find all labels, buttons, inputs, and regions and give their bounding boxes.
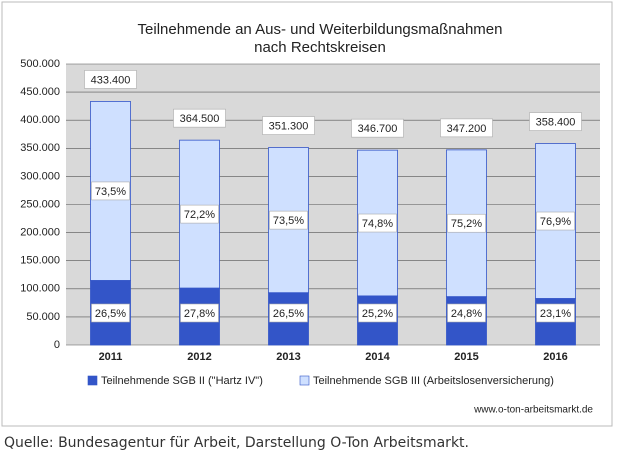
y-tick-label: 150.000 <box>20 255 60 267</box>
legend-swatch <box>87 375 98 386</box>
share-label-box <box>358 213 397 233</box>
y-tick-label: 50.000 <box>26 311 60 323</box>
share-label: 76,9% <box>540 216 571 228</box>
chart-subtitle: nach Rechtskreisen <box>254 39 386 56</box>
legend-swatch <box>299 375 310 386</box>
y-tick-label: 0 <box>54 339 60 351</box>
share-label: 26,5% <box>273 308 304 320</box>
share-label-box <box>447 213 486 233</box>
total-label: 433.400 <box>91 74 131 86</box>
share-label: 23,1% <box>540 308 571 320</box>
share-label: 27,8% <box>184 308 215 320</box>
share-label-box <box>180 303 219 323</box>
share-label: 24,8% <box>451 308 482 320</box>
x-tick-label: 2014 <box>365 351 390 363</box>
y-tick-label: 250.000 <box>20 198 60 210</box>
share-label-box <box>536 303 575 323</box>
total-label-box <box>440 118 493 138</box>
x-tick-label: 2011 <box>99 351 123 363</box>
total-label: 347.200 <box>447 123 487 135</box>
legend-label: Teilnehmende SGB III (Arbeitslosenversic… <box>313 375 554 387</box>
total-label-box <box>351 118 404 138</box>
share-label: 25,2% <box>362 308 393 320</box>
caption: Quelle: Bundesagentur für Arbeit, Darste… <box>4 435 469 451</box>
total-label-box <box>84 70 137 89</box>
x-tick-label: 2012 <box>187 351 211 363</box>
share-label-box <box>358 303 397 323</box>
total-label: 351.300 <box>269 120 309 132</box>
share-label: 73,5% <box>273 215 304 227</box>
share-label-box <box>91 181 130 201</box>
y-tick-label: 400.000 <box>20 114 60 126</box>
share-label-box <box>536 211 575 231</box>
y-tick-label: 350.000 <box>20 142 60 154</box>
share-label: 74,8% <box>362 218 393 230</box>
x-tick-label: 2015 <box>454 351 478 363</box>
y-tick-label: 450.000 <box>20 86 60 98</box>
y-tick-label: 100.000 <box>20 283 60 295</box>
y-tick-label: 500.000 <box>20 58 60 70</box>
share-label-box <box>91 303 130 323</box>
x-tick-label: 2013 <box>276 351 300 363</box>
total-label: 364.500 <box>180 113 220 125</box>
chart-title: Teilnehmende an Aus- und Weiterbildungsm… <box>138 21 503 38</box>
share-label: 72,2% <box>184 209 215 221</box>
legend-label: Teilnehmende SGB II ("Hartz IV") <box>101 375 263 387</box>
x-tick-label: 2016 <box>543 351 567 363</box>
share-label-box <box>180 204 219 224</box>
share-label: 26,5% <box>95 308 126 320</box>
total-label-box <box>173 108 226 128</box>
y-tick-label: 200.000 <box>20 227 60 239</box>
y-tick-label: 300.000 <box>20 170 60 182</box>
total-label: 346.700 <box>358 123 398 135</box>
total-label: 358.400 <box>536 116 576 128</box>
share-label: 73,5% <box>95 186 126 198</box>
chart: Teilnehmende an Aus- und Weiterbildungsm… <box>1 1 613 427</box>
total-label-box <box>262 116 315 135</box>
share-label: 75,2% <box>451 218 482 230</box>
total-label-box <box>529 112 582 131</box>
share-label-box <box>447 303 486 323</box>
source: www.o-ton-arbeitsmarkt.de <box>473 405 593 416</box>
share-label-box <box>269 303 308 323</box>
share-label-box <box>269 210 308 230</box>
